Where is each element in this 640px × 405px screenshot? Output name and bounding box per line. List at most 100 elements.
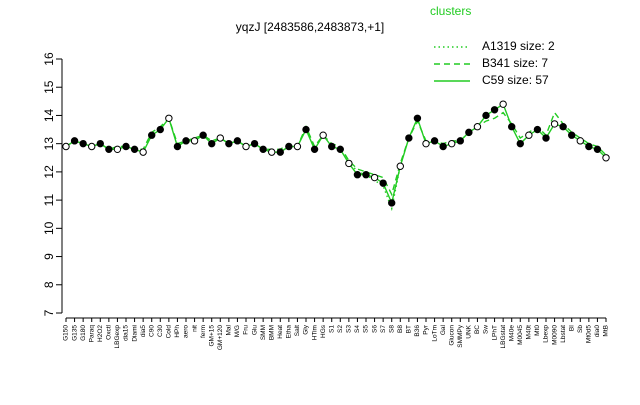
point	[370, 173, 379, 182]
x-tick-label: M0045	[517, 325, 524, 345]
y-tick-label: 9	[42, 253, 56, 260]
x-tick-label: M40t	[526, 325, 533, 340]
point	[448, 139, 456, 148]
point	[293, 142, 302, 151]
point	[499, 100, 507, 108]
point	[396, 162, 404, 170]
point	[362, 171, 370, 179]
x-tick-label: Etha	[286, 325, 293, 339]
x-tick-label: G180	[80, 325, 87, 341]
point	[233, 137, 242, 145]
x-tick-label: S1	[328, 325, 335, 333]
x-tick-label: Lbexp	[543, 325, 550, 343]
x-tick-label: S4	[354, 325, 361, 333]
x-tick-label: Gly	[303, 324, 310, 335]
point	[250, 139, 259, 148]
x-tick-label: BI	[568, 325, 575, 331]
point	[550, 120, 559, 128]
point	[345, 159, 353, 168]
x-tick-label: Cold	[166, 325, 173, 339]
point	[559, 123, 567, 131]
x-tick-label: S8	[388, 325, 395, 333]
x-tick-label: M40e	[508, 325, 515, 342]
point	[302, 125, 310, 134]
x-tick-label: GM+120	[217, 325, 224, 350]
x-tick-label: B8	[397, 325, 404, 333]
x-tick-label: Sw	[483, 325, 490, 334]
point	[148, 131, 156, 139]
x-tick-label: Lbstat	[560, 325, 567, 343]
x-tick-label: dia0	[594, 325, 601, 338]
x-tick-label: Diami	[131, 325, 138, 342]
point	[268, 148, 276, 156]
x-tick-label: M0090	[551, 325, 558, 345]
point	[508, 123, 516, 131]
point	[422, 139, 430, 148]
x-tick-label: S2	[337, 325, 344, 333]
x-tick-label: Salt	[294, 325, 301, 336]
point	[182, 137, 190, 145]
point	[568, 131, 576, 139]
x-tick-label: HPh	[174, 325, 181, 338]
x-tick-label: Mt0	[534, 325, 541, 336]
x-tick-label: nit	[191, 325, 198, 332]
y-tick-label: 16	[42, 52, 56, 66]
x-tick-label: S3	[346, 325, 353, 333]
point	[533, 125, 542, 134]
point	[113, 145, 122, 154]
x-tick-label: Fru	[243, 325, 250, 335]
x-tick-label: ferm	[200, 325, 207, 338]
point	[585, 142, 593, 151]
point	[525, 131, 533, 139]
point	[413, 114, 422, 122]
x-tick-label: Glucon	[448, 325, 455, 346]
x-tick-label: BC	[474, 325, 481, 334]
y-tick-label: 14	[42, 108, 56, 122]
point	[542, 134, 550, 142]
point	[242, 142, 250, 151]
point	[88, 142, 96, 151]
point	[310, 145, 319, 154]
x-tick-label: LBGstat	[500, 325, 507, 349]
x-tick-label: Mt0d5	[586, 325, 593, 343]
point	[336, 145, 344, 154]
point	[430, 137, 439, 145]
point	[208, 139, 216, 148]
point	[259, 145, 267, 154]
point	[439, 142, 447, 151]
point	[405, 134, 413, 142]
point	[379, 179, 387, 187]
x-tick-label: Oxctl	[106, 324, 113, 339]
legend-label: C59 size: 57	[482, 73, 549, 87]
x-tick-label: Mal	[226, 324, 233, 335]
point	[62, 142, 70, 151]
x-tick-label: G135	[71, 325, 78, 341]
point	[490, 106, 499, 114]
x-tick-label: MtB	[603, 325, 610, 337]
x-tick-label: Gal	[440, 324, 447, 335]
point	[139, 148, 147, 156]
x-tick-label: C90	[148, 325, 155, 337]
y-tick-label: 7	[42, 309, 56, 316]
point	[225, 139, 233, 148]
x-tick-label: LBGexp	[114, 325, 121, 349]
point	[456, 137, 464, 145]
point	[353, 171, 362, 179]
point	[602, 154, 610, 162]
x-tick-label: SMMPy	[457, 324, 464, 348]
x-tick-label: S7	[380, 325, 387, 333]
x-tick-label: aero	[183, 325, 190, 338]
y-tick-label: 12	[42, 165, 56, 179]
x-tick-label: UNK	[466, 324, 473, 338]
point	[388, 199, 396, 207]
legend-label: A1319 size: 2	[482, 39, 555, 53]
x-tick-label: G150	[63, 325, 70, 341]
point	[173, 142, 182, 151]
point	[473, 123, 482, 131]
x-tick-label: M/G	[234, 325, 241, 337]
x-tick-label: S6	[371, 325, 378, 333]
x-tick-label: dia15	[123, 325, 130, 341]
x-tick-label: BT	[406, 325, 413, 333]
point	[79, 139, 87, 148]
point	[465, 128, 473, 137]
